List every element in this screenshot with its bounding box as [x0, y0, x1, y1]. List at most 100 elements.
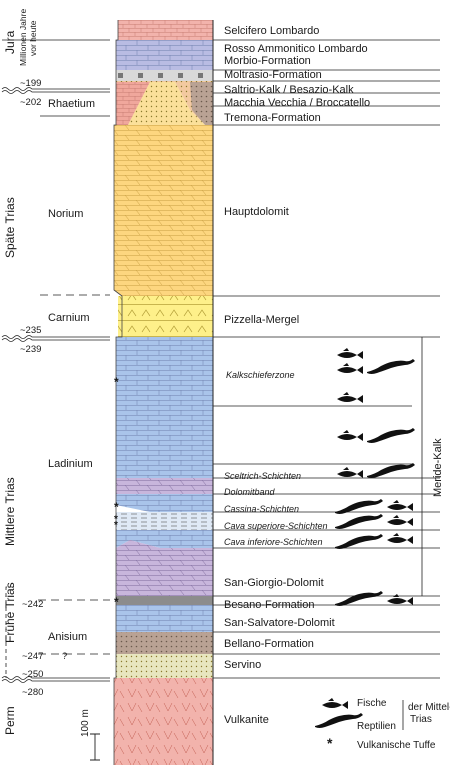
- tuff-asterisk: *: [114, 595, 119, 609]
- tuff-asterisk: *: [114, 375, 119, 389]
- fish-icon-fin: [343, 430, 349, 433]
- layer-pizzella-pattern: [118, 296, 213, 337]
- formation-san-salvatore: San-Salvatore-Dolomit: [224, 617, 335, 629]
- reptile-icon: [367, 359, 415, 374]
- unconformity-199: [1, 87, 110, 91]
- layer-broccatello-pattern: [190, 82, 213, 125]
- unconformity-239: [1, 338, 110, 342]
- formation-san-giorgio: San-Giorgio-Dolomit: [224, 577, 324, 589]
- legend-fish-icon: [322, 701, 348, 709]
- layer-besano: [116, 596, 213, 605]
- scale-bar: [90, 733, 100, 761]
- layer-hauptdolomit-pattern: [114, 125, 213, 296]
- fish-icon-fin: [393, 500, 399, 503]
- formation-cava-inf: Cava inferiore-Schichten: [224, 537, 323, 547]
- fruehe-trias-bracket: [5, 586, 14, 678]
- layer-cava-inf-pattern: [116, 530, 213, 548]
- tuff-asterisk: *: [114, 500, 119, 514]
- layer-san-salvatore-pattern: [116, 605, 213, 632]
- reptile-icon: [367, 463, 415, 478]
- age-242: ~242: [22, 599, 44, 610]
- legend-reptile-icon: [315, 713, 363, 728]
- legend-tuffe: Vulkanische Tuffe: [357, 740, 436, 751]
- age-239: ~239: [20, 344, 42, 355]
- age-280: ~280: [22, 687, 44, 698]
- moltrasio-nodule: [118, 73, 123, 78]
- age-question: ?: [62, 651, 68, 662]
- legend-fische: Fische: [357, 698, 387, 709]
- formation-cava-sup: Cava superiore-Schichten: [224, 521, 328, 531]
- moltrasio-nodule: [158, 73, 163, 78]
- fish-icon: [387, 597, 413, 605]
- legend-der-mittel: der Mittel-: [408, 702, 450, 713]
- layer-macchia-pattern: [116, 82, 150, 125]
- layer-dolomitband-pattern: [116, 478, 213, 494]
- stage-anisium: Anisium: [48, 631, 88, 643]
- unconformity-280: [1, 679, 110, 683]
- formation-sceltrich: Sceltrich-Schichten: [224, 471, 302, 481]
- fish-icon-fin: [343, 348, 349, 351]
- tuff-asterisk: *: [114, 514, 118, 525]
- age-199: ~199: [20, 78, 42, 89]
- fish-icon: [387, 536, 413, 544]
- tuff-asterisk: *: [114, 520, 118, 531]
- unconformity-235: [1, 335, 110, 339]
- layer-bellano-pattern: [116, 632, 213, 654]
- formation-dolomitband: Dolomitband: [224, 487, 275, 497]
- reptile-icon: [335, 591, 383, 606]
- period-spaete-trias: Späte Trias: [3, 197, 17, 258]
- formation-rosso: Rosso Ammonitico Lombardo: [224, 43, 368, 55]
- layer-vulkanite-pattern: [114, 678, 213, 765]
- reptile-icon: [335, 514, 383, 529]
- formation-morbio: Morbio-Formation: [224, 55, 311, 67]
- fish-icon: [337, 470, 363, 478]
- formation-saltrio: Saltrio-Kalk / Besazio-Kalk: [224, 84, 354, 96]
- stage-rhaetium: Rhaetium: [48, 98, 96, 110]
- reptile-icon: [335, 499, 383, 514]
- formation-tremona: Tremona-Formation: [224, 112, 321, 124]
- period-mittlere-trias: Mittlere Trias: [3, 477, 17, 546]
- formation-pizzella: Pizzella-Mergel: [224, 314, 300, 326]
- scale-label: 100 m: [80, 709, 91, 737]
- period-perm: Perm: [3, 706, 17, 735]
- age-note-line2: vor heute: [28, 20, 38, 56]
- layer-moltrasio: [116, 70, 213, 81]
- reptile-icon: [367, 428, 415, 443]
- formation-kalkschiefer: Kalkschieferzone: [226, 370, 295, 380]
- moltrasio-nodule: [198, 73, 203, 78]
- legend-reptilien: Reptilien: [357, 721, 396, 732]
- moltrasio-nodule: [178, 73, 183, 78]
- stage-carnium: Carnium: [48, 312, 90, 324]
- layer-san-giorgio-pattern: [116, 540, 213, 596]
- fish-icon: [337, 351, 363, 359]
- layer-servino-pattern: [116, 654, 213, 678]
- stage-ladinium: Ladinium: [48, 458, 93, 470]
- fish-icon-fin: [343, 467, 349, 470]
- column-left-edge: [113, 20, 123, 765]
- fish-icon: [387, 518, 413, 526]
- fish-icon: [337, 366, 363, 374]
- layer-saltrio-fill-pattern: [128, 82, 205, 125]
- formation-moltrasio: Moltrasio-Formation: [224, 69, 322, 81]
- layer-selcifero-pattern: [118, 20, 213, 40]
- meride-kalk-label: Meride-Kalk: [432, 438, 444, 497]
- age-247: ~247: [22, 651, 44, 662]
- legend-fish-icon-fin: [328, 698, 334, 701]
- unconformity-250: [1, 676, 110, 680]
- formation-vulkanite: Vulkanite: [224, 714, 269, 726]
- layer-meride-lower-pattern: [116, 337, 213, 478]
- fish-icon: [337, 395, 363, 403]
- age-250: ~250: [22, 669, 44, 680]
- layer-cava-sup-pattern: [116, 512, 213, 530]
- stage-norium: Norium: [48, 208, 84, 220]
- period-fruehe-trias: Frühe Trias: [3, 582, 17, 643]
- fish-icon-fin: [393, 515, 399, 518]
- period-jura: Jura: [3, 30, 17, 54]
- fish-icon-fin: [393, 594, 399, 597]
- formation-bellano: Bellano-Formation: [224, 638, 314, 650]
- formation-macchia: Macchia Vecchia / Broccatello: [224, 97, 371, 109]
- fish-icon-fin: [393, 533, 399, 536]
- age-202: ~202: [20, 97, 42, 108]
- fish-icon: [387, 503, 413, 511]
- fish-icon-fin: [343, 392, 349, 395]
